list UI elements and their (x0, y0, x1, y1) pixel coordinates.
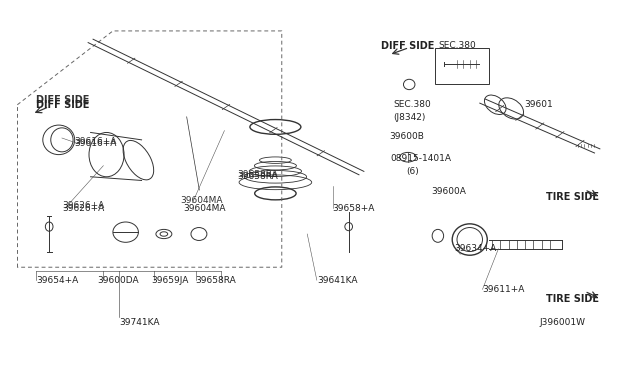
Text: DIFF SIDE: DIFF SIDE (381, 41, 434, 51)
Text: 39659JA: 39659JA (151, 276, 189, 285)
Text: 39658RA: 39658RA (196, 276, 237, 285)
Text: 39658RA: 39658RA (237, 170, 278, 179)
Text: (J8342): (J8342) (394, 113, 426, 122)
Text: J396001W: J396001W (540, 318, 586, 327)
Text: 39616+A: 39616+A (75, 139, 117, 148)
Text: 39741KA: 39741KA (119, 318, 160, 327)
Text: 39626+A: 39626+A (62, 203, 104, 213)
Text: TIRE SIDE: TIRE SIDE (546, 192, 599, 202)
Text: 39634+A: 39634+A (454, 244, 496, 253)
Text: SEC.380: SEC.380 (438, 41, 476, 50)
Text: 39641KA: 39641KA (317, 276, 357, 285)
Text: 39600B: 39600B (389, 132, 424, 141)
Text: DIFF SIDE: DIFF SIDE (36, 95, 90, 105)
Text: DIFF SIDE: DIFF SIDE (36, 100, 90, 110)
Text: (6): (6) (406, 167, 419, 176)
Text: SEC.380: SEC.380 (394, 100, 431, 109)
Text: 39601: 39601 (524, 100, 553, 109)
Text: 08915-1401A: 08915-1401A (390, 154, 451, 163)
Text: 39600DA: 39600DA (97, 276, 139, 285)
Text: 39658+A: 39658+A (333, 203, 375, 213)
Text: 39604MA: 39604MA (180, 117, 222, 205)
Text: 39600A: 39600A (431, 187, 467, 196)
Text: TIRE SIDE: TIRE SIDE (546, 294, 599, 304)
Text: 39604MA: 39604MA (183, 203, 225, 213)
Text: 39611+A: 39611+A (483, 285, 525, 294)
Text: 39658RA: 39658RA (237, 172, 278, 181)
Text: 39616+A: 39616+A (75, 137, 117, 145)
Text: 39626+A: 39626+A (62, 201, 104, 210)
Text: 39654+A: 39654+A (36, 276, 79, 285)
